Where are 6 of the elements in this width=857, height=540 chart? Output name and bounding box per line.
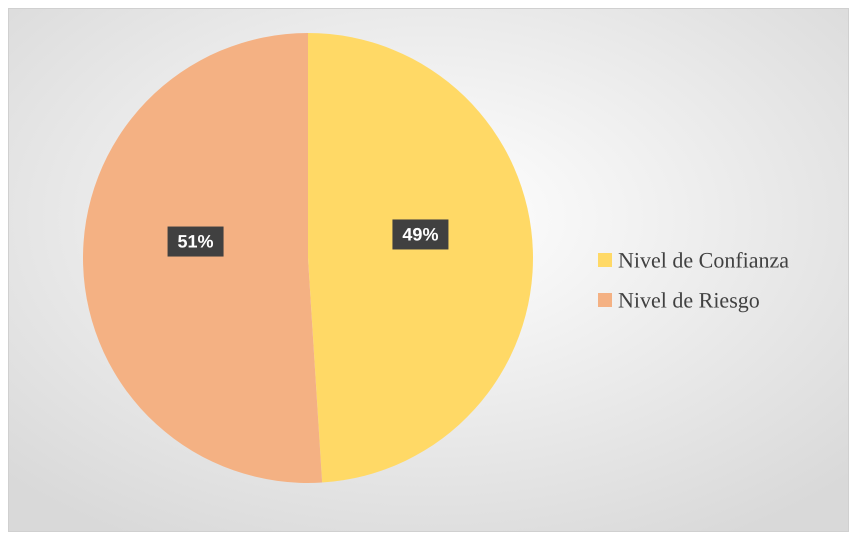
legend-label: Nivel de Confianza bbox=[618, 248, 790, 272]
legend-label: Nivel de Riesgo bbox=[618, 288, 760, 312]
pie-slice bbox=[83, 33, 322, 483]
data-label: 51% bbox=[178, 232, 214, 252]
pie-slice bbox=[308, 33, 533, 483]
data-label: 49% bbox=[402, 224, 438, 244]
